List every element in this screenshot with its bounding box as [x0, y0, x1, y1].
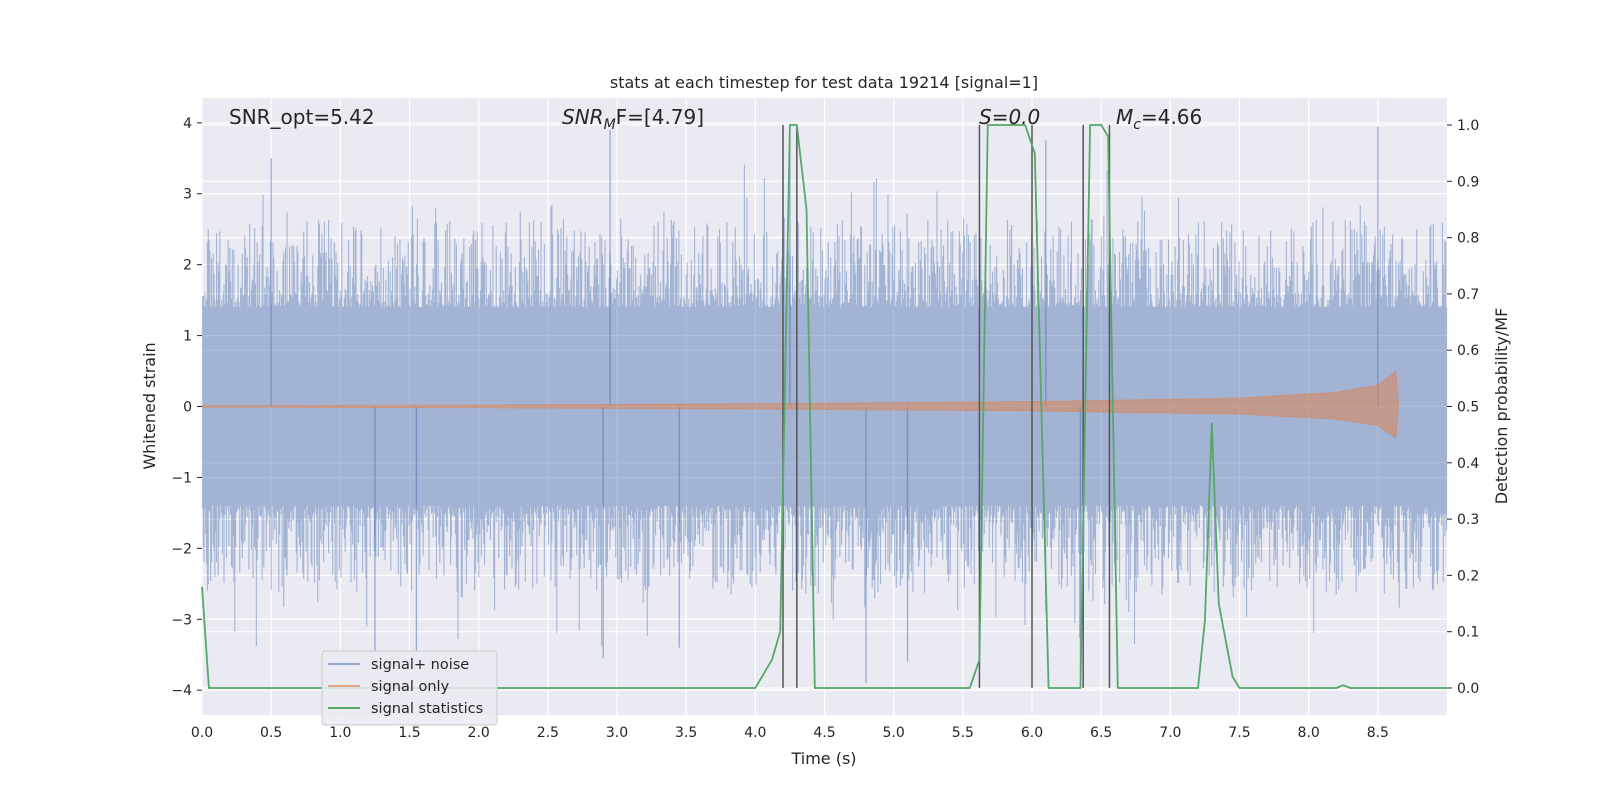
y-tick-label-left: −3: [171, 612, 192, 628]
x-tick-label: 5.0: [883, 725, 905, 741]
annotation-s: S=0.0: [979, 105, 1040, 129]
y-tick-label-left: −1: [171, 470, 192, 486]
x-tick-label: 7.0: [1159, 725, 1181, 741]
y-tick-label-left: 3: [183, 187, 192, 203]
y-tick-label-right: 0.8: [1457, 231, 1479, 247]
stats-series-layer: [201, 124, 1447, 689]
signal-only-envelope: [201, 370, 1399, 440]
y-tick-label-right: 0.7: [1457, 287, 1479, 303]
annotation-snr-mf-prefix: SNR: [562, 105, 604, 129]
annotation-snr-mf: SNRMF=[4.79]: [562, 105, 704, 133]
x-tick-label: 7.5: [1228, 725, 1250, 741]
tick-labels-layer: 0.0 0.5 1.0 1.5 2.0 2.5 3.0 3.5 4.0 4.5 5.0 5.5 6.0 6…: [171, 116, 1479, 741]
y-tick-label-left: −2: [171, 541, 192, 557]
x-tick-label: 5.5: [952, 725, 974, 741]
y-tick-label-left: 2: [183, 258, 192, 274]
legend-label-signal: signal only: [371, 679, 450, 695]
y-tick-label-right: 0.5: [1457, 400, 1479, 416]
x-tick-label: 0.0: [191, 725, 213, 741]
y-tick-label-right: 0.1: [1457, 625, 1479, 641]
x-tick-label: 1.0: [329, 725, 351, 741]
annotation-snr-mf-suffix: F=[4.79]: [616, 105, 704, 129]
x-tick-label: 4.0: [744, 725, 766, 741]
annotation-mc-prefix: M: [1116, 105, 1133, 129]
y-tick-label-left: 1: [183, 329, 192, 345]
annotation-mc-sub: c: [1133, 117, 1141, 133]
noise-series-layer: [201, 126, 1448, 684]
x-tick-label: 0.5: [260, 725, 282, 741]
y-tick-label-right: 0.3: [1457, 512, 1479, 528]
x-tick-label: 3.5: [675, 725, 697, 741]
legend-label-noise: signal+ noise: [371, 657, 469, 673]
signal-series-layer: [201, 370, 1399, 440]
x-tick-label: 6.0: [1021, 725, 1043, 741]
annotation-mc: Mc=4.66: [1116, 105, 1202, 133]
legend: signal+ noise signal only signal statist…: [321, 650, 498, 726]
y-tick-label-right: 0.2: [1457, 568, 1479, 584]
x-axis-label: Time (s): [790, 749, 856, 768]
x-tick-label: 1.5: [398, 725, 420, 741]
y-tick-label-left: 4: [183, 116, 192, 132]
y-tick-label-right: 0.0: [1457, 681, 1479, 697]
legend-box: [321, 650, 498, 726]
y-tick-label-right: 0.4: [1457, 456, 1479, 472]
y-tick-label-right: 1.0: [1457, 118, 1479, 134]
y-tick-label-right: 0.9: [1457, 174, 1479, 190]
x-tick-label: 4.5: [813, 725, 835, 741]
x-tick-label: 3.0: [606, 725, 628, 741]
annotation-snr-opt: SNR_opt=5.42: [229, 105, 375, 129]
chart-title: stats at each timestep for test data 192…: [610, 73, 1038, 92]
legend-label-stats: signal statistics: [371, 701, 483, 717]
x-tick-label: 8.0: [1298, 725, 1320, 741]
y-tick-label-right: 0.6: [1457, 343, 1479, 359]
vertical-lines-layer: [782, 125, 1111, 688]
y-tick-label-left: −4: [171, 683, 192, 699]
x-tick-label: 6.5: [1090, 725, 1112, 741]
y-tick-label-left: 0: [183, 400, 192, 416]
x-tick-label: 8.5: [1367, 725, 1389, 741]
y-axis-label-right: Detection probability/MF: [1492, 308, 1511, 505]
y-axis-label-left: Whitened strain: [140, 342, 159, 469]
annotation-snr-mf-sub: M: [604, 117, 616, 133]
annotation-mc-suffix: =4.66: [1141, 105, 1202, 129]
signal-statistics-line: [201, 124, 1447, 689]
x-tick-label: 2.0: [468, 725, 490, 741]
x-tick-label: 2.5: [537, 725, 559, 741]
